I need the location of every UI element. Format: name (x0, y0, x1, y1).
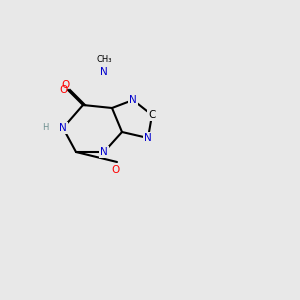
Text: C: C (148, 110, 156, 120)
Text: O: O (61, 80, 69, 90)
Text: N: N (129, 95, 137, 105)
Text: N: N (100, 67, 108, 77)
Text: N: N (59, 123, 67, 133)
Text: CH₃: CH₃ (96, 56, 112, 64)
Text: H: H (42, 124, 48, 133)
Text: O: O (111, 165, 119, 175)
Text: O: O (59, 85, 67, 95)
Text: N: N (100, 147, 108, 157)
Text: N: N (144, 133, 152, 143)
